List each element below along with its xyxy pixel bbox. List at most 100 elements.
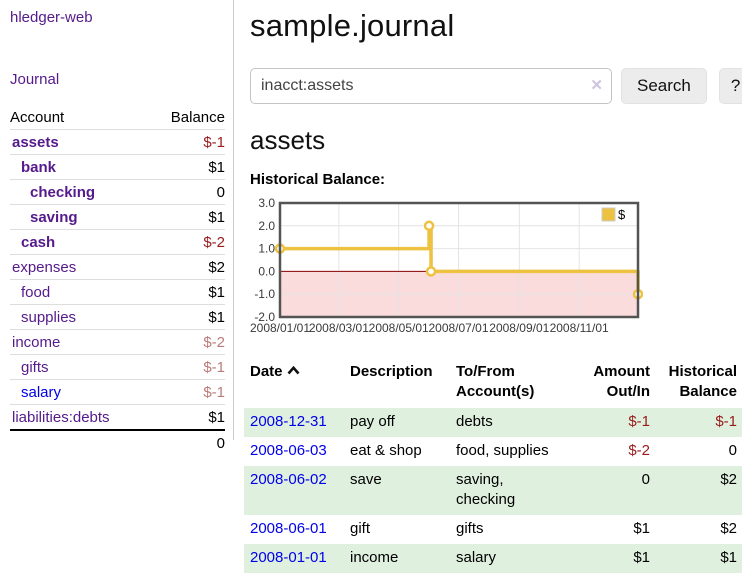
svg-text:1.0: 1.0 — [258, 242, 275, 256]
transaction-amount: $1 — [633, 549, 650, 566]
help-button[interactable]: ? — [718, 68, 742, 104]
account-row: supplies $1 — [10, 304, 225, 330]
sidebar-account-link[interactable]: food — [21, 284, 51, 301]
account-row: income $-2 — [10, 329, 225, 355]
account-balance: $1 — [149, 404, 225, 431]
transaction-accounts: food, supplies — [456, 442, 549, 459]
clear-search-icon[interactable]: ✕ — [590, 77, 603, 94]
register-row: 2008-06-03 eat & shop food, supplies $-2 0 — [244, 437, 742, 466]
svg-text:$: $ — [618, 207, 626, 222]
register-header-date[interactable]: Date — [244, 359, 344, 408]
transaction-accounts: debts — [456, 413, 493, 430]
transaction-accounts: saving, checking — [456, 471, 516, 508]
account-row: checking 0 — [10, 179, 225, 205]
svg-text:2008/01/01: 2008/01/01 — [250, 321, 310, 335]
account-row: expenses $2 — [10, 254, 225, 280]
transaction-date-cell: 2008-06-03 — [244, 437, 344, 466]
sidebar: hledger-web Journal Account Balance asse… — [0, 0, 234, 455]
account-balance: $1 — [149, 279, 225, 305]
accounts-total-value: 0 — [149, 429, 225, 455]
account-balance: $2 — [149, 254, 225, 280]
accounts-header-balance: Balance — [149, 105, 225, 130]
svg-text:2.0: 2.0 — [258, 219, 275, 233]
transaction-date-link[interactable]: 2008-06-02 — [250, 471, 327, 488]
sidebar-account-link[interactable]: gifts — [21, 359, 49, 376]
register-row: 2008-01-01 income salary $1 $1 — [244, 544, 742, 573]
sidebar-account-link[interactable]: liabilities:debts — [12, 409, 110, 426]
sidebar-account-link[interactable]: supplies — [21, 309, 77, 326]
sidebar-account-link[interactable]: saving — [30, 209, 78, 226]
account-balance: $1 — [149, 204, 225, 230]
account-row: saving $1 — [10, 204, 225, 230]
transaction-date-link[interactable]: 2008-06-03 — [250, 442, 327, 459]
accounts-header-account: Account — [10, 105, 150, 130]
main-content: sample.journal ✕ Search ? assets Histori… — [240, 0, 742, 573]
register-body: 2008-12-31 pay off debts $-1 $-1 2008-06-03 ea… — [244, 408, 742, 573]
transaction-amount: $-1 — [628, 413, 650, 430]
search-form: ✕ Search ? — [250, 68, 742, 104]
register-row: 2008-12-31 pay off debts $-1 $-1 — [244, 408, 742, 437]
sort-ascending-icon — [287, 362, 300, 379]
register-row: 2008-06-01 gift gifts $1 $2 — [244, 515, 742, 544]
accounts-total-row: 0 — [10, 429, 225, 455]
transaction-date-link[interactable]: 2008-01-01 — [250, 549, 327, 566]
transaction-description: eat & shop — [350, 442, 422, 459]
svg-text:-1.0: -1.0 — [254, 287, 275, 301]
transaction-description: save — [350, 471, 382, 488]
sidebar-account-link[interactable]: income — [12, 334, 61, 351]
transaction-amount: $-2 — [628, 442, 650, 459]
account-row: cash $-2 — [10, 229, 225, 255]
register-header-amount: Amount Out/In — [593, 363, 650, 400]
page-title: sample.journal — [250, 8, 455, 43]
register-header-row: Date Description To/From Account(s) Amou… — [244, 359, 742, 408]
transaction-date-link[interactable]: 2008-06-01 — [250, 520, 327, 537]
sidebar-account-link[interactable]: cash — [21, 234, 56, 251]
svg-text:3.0: 3.0 — [258, 196, 275, 210]
transaction-accounts: gifts — [456, 520, 484, 537]
sidebar-item-journal[interactable]: Journal — [10, 71, 60, 88]
account-balance: $1 — [149, 304, 225, 330]
account-row: assets $-1 — [10, 129, 225, 155]
account-row: gifts $-1 — [10, 354, 225, 380]
accounts-table: Account Balance assets $-1 bank $1 checking 0… — [10, 105, 225, 455]
transaction-accounts: salary — [456, 549, 497, 566]
transaction-date-link[interactable]: 2008-12-31 — [250, 413, 327, 430]
sidebar-account-link[interactable]: checking — [30, 184, 96, 201]
account-row: salary $-1 — [10, 379, 225, 405]
account-row: bank $1 — [10, 154, 225, 180]
account-balance: $-2 — [149, 229, 225, 255]
account-balance: $-1 — [149, 354, 225, 380]
transaction-balance: $-1 — [715, 413, 737, 430]
sidebar-account-link[interactable]: bank — [21, 159, 57, 176]
svg-text:2008/09/01: 2008/09/01 — [489, 321, 549, 335]
svg-text:2008/07/01: 2008/07/01 — [428, 321, 488, 335]
account-balance: $-1 — [149, 379, 225, 405]
account-balance: $-1 — [149, 129, 225, 155]
search-input-wrap: ✕ — [250, 68, 612, 104]
transaction-amount: $1 — [633, 520, 650, 537]
account-balance: 0 — [149, 179, 225, 205]
svg-text:0.0: 0.0 — [258, 264, 275, 278]
sidebar-account-link[interactable]: expenses — [12, 259, 77, 276]
sidebar-account-link[interactable]: salary — [21, 384, 62, 401]
accounts-body: assets $-1 bank $1 checking 0 saving $1 cash $-2 e… — [10, 129, 225, 431]
svg-text:2008/11/01: 2008/11/01 — [550, 321, 609, 335]
app-title-link[interactable]: hledger-web — [10, 9, 93, 26]
account-heading: assets — [250, 125, 326, 155]
transaction-date-cell: 2008-06-01 — [244, 515, 344, 544]
account-row: liabilities:debts $1 — [10, 404, 225, 431]
sidebar-account-link[interactable]: assets — [12, 134, 59, 151]
chart-title: Historical Balance: — [250, 171, 386, 188]
account-balance: $-2 — [149, 329, 225, 355]
transaction-description: pay off — [350, 413, 395, 430]
svg-text:-2.0: -2.0 — [254, 310, 275, 324]
search-input[interactable] — [250, 68, 612, 104]
transaction-amount: 0 — [641, 471, 650, 488]
transaction-date-cell: 2008-06-02 — [244, 466, 344, 515]
account-balance: $1 — [149, 154, 225, 180]
search-button[interactable]: Search — [621, 68, 707, 104]
transaction-balance: $2 — [720, 471, 737, 488]
transaction-date-cell: 2008-01-01 — [244, 544, 344, 573]
svg-text:2008/03/01: 2008/03/01 — [309, 321, 369, 335]
register-table: Date Description To/From Account(s) Amou… — [244, 359, 742, 573]
